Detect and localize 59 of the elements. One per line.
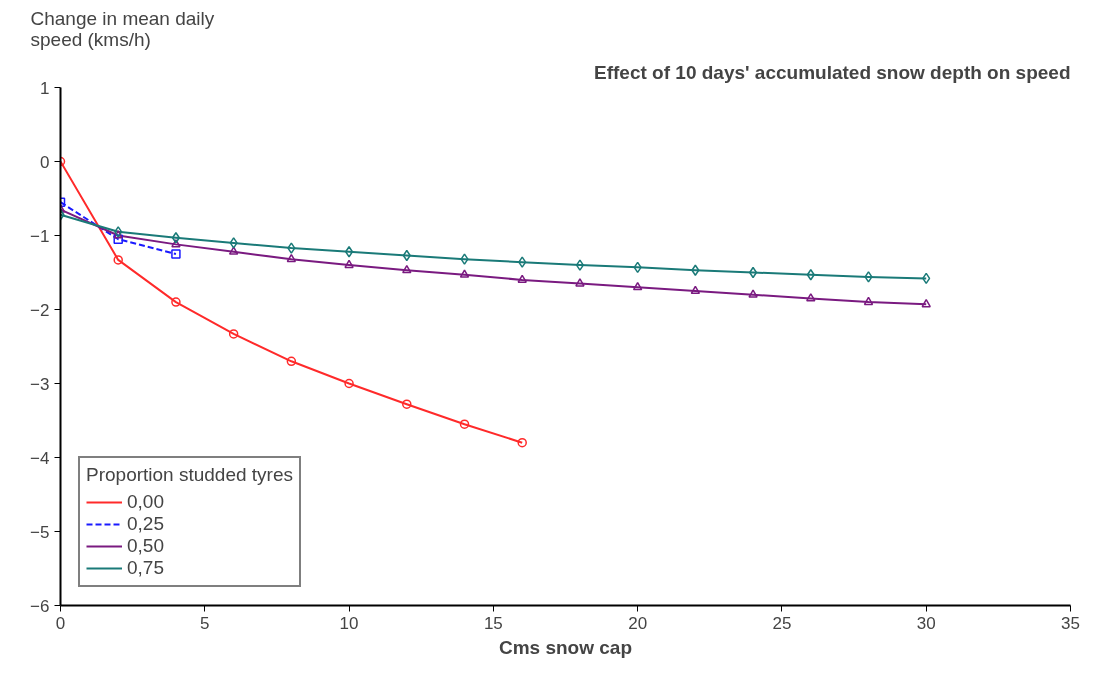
point: [459, 269, 470, 278]
point: [517, 274, 527, 283]
y-tick-label: 0: [40, 152, 50, 172]
point: [575, 278, 585, 287]
point: [113, 234, 123, 244]
point: [113, 230, 123, 239]
x-tick-label: 25: [772, 613, 792, 633]
chart-title: Effect of 10 days' accumulated snow depth on speed: [594, 61, 1071, 83]
point: [863, 296, 874, 306]
y-tick-label: −5: [30, 522, 50, 542]
point: [459, 419, 470, 429]
legend-label: 0,25: [127, 513, 164, 535]
x-tick-label: 0: [55, 613, 66, 633]
point: [286, 356, 297, 367]
point: [402, 399, 412, 409]
point: [228, 329, 239, 339]
x-tick-label: 20: [628, 613, 648, 633]
point: [460, 253, 469, 265]
point: [171, 249, 181, 259]
y-tick-label: −6: [30, 596, 50, 616]
y-tick-label: −2: [30, 300, 50, 320]
x-tick-label: 15: [483, 613, 503, 633]
point: [344, 259, 354, 269]
point: [517, 437, 527, 448]
y-tick-label: −1: [30, 226, 50, 246]
point: [113, 255, 123, 265]
point: [344, 378, 354, 389]
point: [402, 264, 412, 274]
point: [864, 271, 873, 283]
point: [806, 293, 816, 302]
y-axis-title: Change in mean daily speed (kms/h): [30, 7, 215, 50]
point: [171, 239, 181, 248]
point: [575, 259, 585, 271]
point: [114, 226, 123, 238]
y-tick-label: 1: [40, 78, 50, 98]
point: [518, 256, 527, 268]
legend-label: 0,00: [127, 491, 164, 513]
point: [287, 242, 296, 254]
point: [228, 246, 239, 255]
x-axis-title: Cms snow cap: [498, 636, 633, 658]
x-tick-label: 10: [339, 613, 359, 633]
point: [690, 285, 701, 295]
point: [344, 246, 354, 258]
y-tick-label: −3: [30, 374, 50, 394]
x-tick-label: 5: [200, 613, 210, 633]
point: [921, 298, 931, 308]
point: [632, 281, 643, 291]
point: [286, 253, 297, 263]
point: [229, 237, 238, 249]
point: [171, 297, 181, 307]
x-tick-label: 35: [1061, 613, 1080, 633]
x-tick-label: 30: [916, 613, 936, 633]
legend-label: 0,75: [127, 557, 164, 579]
point: [171, 231, 181, 244]
y-tick-label: −4: [30, 448, 50, 468]
legend-label: 0,50: [127, 535, 164, 557]
point: [748, 266, 758, 279]
point: [748, 289, 758, 298]
legend-title: Proportion studded tyres: [86, 464, 294, 486]
